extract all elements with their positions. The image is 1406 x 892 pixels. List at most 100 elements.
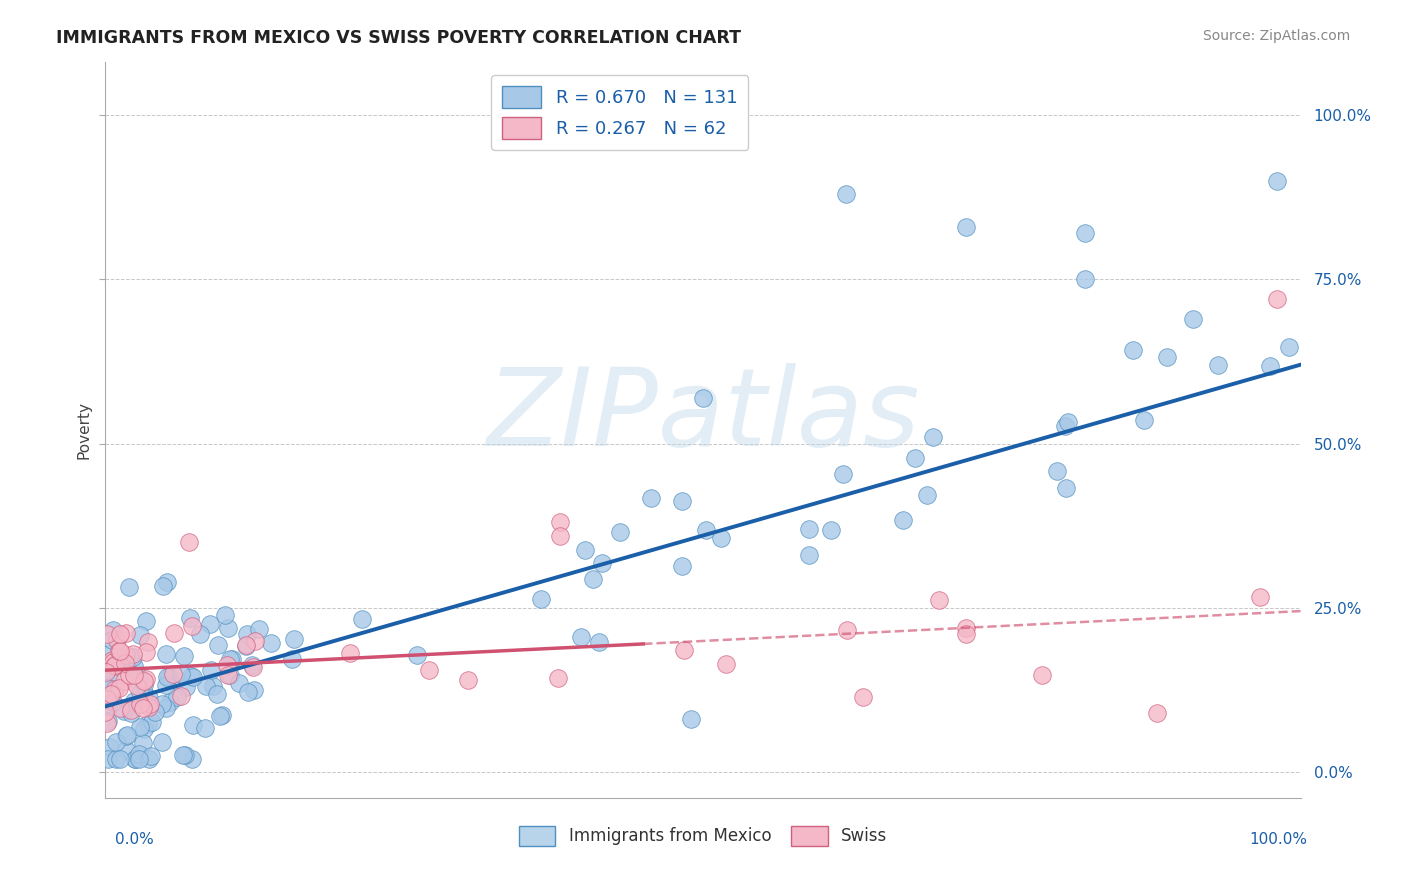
Point bbox=[339, 646, 361, 660]
Point bbox=[692, 391, 714, 405]
Point bbox=[1122, 343, 1144, 358]
Point bbox=[174, 680, 197, 694]
Point bbox=[132, 701, 155, 715]
Point bbox=[457, 673, 479, 688]
Text: 100.0%: 100.0% bbox=[1250, 832, 1308, 847]
Point bbox=[235, 638, 257, 652]
Point bbox=[114, 730, 136, 744]
Point bbox=[155, 678, 177, 692]
Point bbox=[114, 656, 136, 670]
Point bbox=[135, 645, 157, 659]
Point bbox=[1056, 415, 1078, 429]
Point bbox=[108, 681, 131, 695]
Point bbox=[547, 671, 569, 685]
Point bbox=[710, 531, 733, 545]
Point bbox=[1046, 464, 1069, 478]
Point bbox=[114, 659, 136, 673]
Point bbox=[128, 697, 150, 711]
Point bbox=[820, 523, 842, 537]
Point bbox=[108, 701, 131, 715]
Point bbox=[281, 652, 304, 666]
Point bbox=[245, 634, 267, 648]
Point bbox=[1054, 481, 1077, 495]
Point bbox=[173, 649, 195, 664]
Point bbox=[1278, 340, 1301, 354]
Point bbox=[797, 522, 820, 536]
Point bbox=[228, 676, 250, 690]
Point bbox=[180, 669, 202, 683]
Point bbox=[132, 674, 155, 689]
Point bbox=[214, 607, 236, 622]
Point bbox=[671, 493, 693, 508]
Point bbox=[129, 720, 152, 734]
Point bbox=[218, 668, 240, 682]
Point bbox=[181, 752, 204, 766]
Point bbox=[194, 679, 217, 693]
Point bbox=[406, 648, 429, 663]
Point bbox=[200, 663, 222, 677]
Point bbox=[98, 673, 121, 687]
Point bbox=[928, 593, 950, 607]
Point bbox=[136, 635, 159, 649]
Point bbox=[128, 752, 150, 766]
Point bbox=[118, 580, 141, 594]
Point bbox=[124, 752, 146, 766]
Point bbox=[904, 450, 927, 465]
Point bbox=[96, 664, 118, 678]
Point bbox=[1074, 227, 1097, 241]
Point bbox=[97, 647, 120, 661]
Point bbox=[139, 697, 162, 711]
Point bbox=[132, 678, 155, 692]
Point bbox=[235, 639, 257, 653]
Point bbox=[921, 430, 943, 444]
Point bbox=[170, 667, 193, 681]
Point bbox=[835, 186, 858, 201]
Point bbox=[529, 591, 551, 606]
Point bbox=[97, 752, 120, 766]
Point bbox=[139, 749, 162, 764]
Point bbox=[548, 528, 571, 542]
Point bbox=[179, 611, 201, 625]
Point bbox=[205, 687, 228, 701]
Point bbox=[120, 703, 142, 717]
Point bbox=[1074, 272, 1097, 286]
Point bbox=[955, 620, 977, 634]
Point bbox=[170, 689, 193, 703]
Point bbox=[120, 706, 142, 721]
Point bbox=[129, 684, 152, 698]
Point bbox=[194, 722, 217, 736]
Text: Source: ZipAtlas.com: Source: ZipAtlas.com bbox=[1202, 29, 1350, 43]
Point bbox=[350, 612, 373, 626]
Point bbox=[202, 679, 225, 693]
Point bbox=[101, 655, 124, 669]
Point bbox=[98, 739, 121, 754]
Point bbox=[96, 665, 118, 680]
Point bbox=[215, 658, 238, 673]
Point bbox=[236, 684, 259, 698]
Point bbox=[115, 728, 138, 742]
Point bbox=[129, 628, 152, 642]
Point bbox=[138, 699, 160, 714]
Point bbox=[163, 626, 186, 640]
Point bbox=[695, 523, 717, 537]
Point bbox=[97, 681, 120, 695]
Point bbox=[96, 692, 118, 706]
Legend: Immigrants from Mexico, Swiss: Immigrants from Mexico, Swiss bbox=[512, 819, 894, 853]
Point bbox=[104, 658, 127, 673]
Point bbox=[242, 660, 264, 674]
Point bbox=[174, 748, 197, 763]
Point bbox=[1265, 292, 1288, 306]
Point bbox=[104, 681, 127, 696]
Point bbox=[955, 627, 977, 641]
Point bbox=[150, 734, 173, 748]
Point bbox=[588, 635, 610, 649]
Point bbox=[260, 636, 283, 650]
Point bbox=[180, 619, 202, 633]
Point bbox=[94, 706, 117, 720]
Point bbox=[101, 695, 124, 709]
Point bbox=[124, 752, 146, 766]
Point bbox=[152, 579, 174, 593]
Text: ZIPatlas: ZIPatlas bbox=[486, 363, 920, 468]
Point bbox=[243, 683, 266, 698]
Point bbox=[132, 736, 155, 750]
